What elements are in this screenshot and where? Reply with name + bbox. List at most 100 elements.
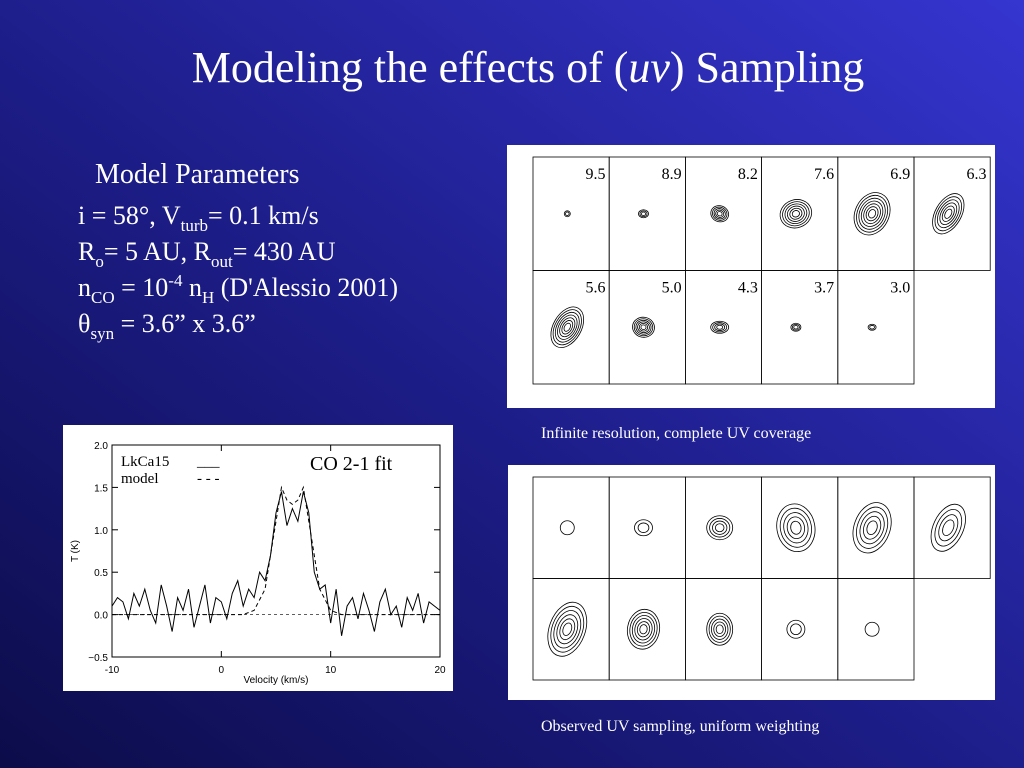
contour <box>782 201 810 227</box>
contour <box>784 203 808 225</box>
panel-label: 7.6 <box>814 166 834 183</box>
contour <box>706 612 734 646</box>
contour <box>712 322 728 333</box>
panel-label: 5.6 <box>585 280 605 297</box>
contour <box>557 314 578 340</box>
contour <box>852 502 892 554</box>
param-part: n <box>78 273 91 302</box>
slide-title: Modeling the effects of (uv) Sampling <box>192 43 864 92</box>
contour <box>562 622 573 636</box>
contour <box>858 197 886 230</box>
contour <box>868 209 877 219</box>
bottom-figure <box>508 465 995 700</box>
contour <box>561 320 574 335</box>
contour <box>790 520 802 535</box>
contour <box>639 624 648 635</box>
contour <box>563 322 571 332</box>
contour <box>629 612 658 647</box>
param-part: = 10 <box>115 273 169 302</box>
param-part: out <box>211 252 233 271</box>
contour <box>939 202 958 225</box>
contour <box>706 515 734 541</box>
contour <box>708 615 731 643</box>
x-axis-label: Velocity (km/s) <box>243 675 308 686</box>
contour <box>783 512 809 544</box>
param-part: = 3.6” x 3.6” <box>114 309 256 338</box>
spectrum: -10 0 10 20 −0.5 0.0 0.5 1.0 1.5 2.0 LkCa15 ___mode… <box>70 441 446 686</box>
contour <box>713 208 726 220</box>
contour <box>552 309 582 346</box>
contour <box>779 507 812 548</box>
contour <box>709 518 731 538</box>
contour <box>637 321 650 334</box>
contour <box>632 316 655 338</box>
y-tick-label: 1.0 <box>94 526 108 537</box>
contour <box>631 615 656 644</box>
contour <box>863 203 881 225</box>
contour <box>710 205 729 223</box>
legend-symbol: - - - <box>197 471 220 487</box>
contour <box>633 318 654 337</box>
top-panels: 9.5 8.9 8.2 7.6 6.9 6.3 5.6 5.0 4.3 3.7 3.0 <box>532 156 991 385</box>
contour <box>716 211 723 217</box>
contour <box>559 520 575 536</box>
panel-label: 5.0 <box>662 280 682 297</box>
y-tick-label: 0.5 <box>94 568 108 579</box>
panel-label: 6.9 <box>890 166 910 183</box>
x-tick-label: 0 <box>219 665 225 676</box>
contour <box>715 624 724 635</box>
plot-frame <box>111 444 441 658</box>
contour <box>789 207 803 220</box>
param-part: syn <box>90 324 114 343</box>
contour <box>860 200 884 227</box>
contour <box>639 210 648 218</box>
y-tick-label: 2.0 <box>94 441 108 452</box>
contour <box>930 503 966 552</box>
param-part: n <box>182 273 202 302</box>
title-part: uv <box>628 43 670 92</box>
legend-symbol: ___ <box>196 454 220 470</box>
param-line: nCO = 10-4 nH (D'Alessio 2001) <box>78 271 398 307</box>
contour <box>711 618 729 640</box>
x-tick-label: 20 <box>434 665 446 676</box>
contour <box>790 322 802 332</box>
bottom-panels <box>532 476 991 681</box>
y-axis-label: T (K) <box>70 540 81 562</box>
contour <box>640 211 647 216</box>
contour <box>865 206 879 222</box>
contour <box>634 519 653 537</box>
contour <box>934 509 963 547</box>
y-tick-label: 1.5 <box>94 483 108 494</box>
param-part: R <box>78 237 96 266</box>
contour <box>856 194 889 233</box>
param-line: θsyn = 3.6” x 3.6” <box>78 309 256 343</box>
x-tick-label: 10 <box>325 665 337 676</box>
contour <box>791 323 800 331</box>
contour <box>550 306 585 348</box>
contour <box>942 519 955 536</box>
params: i = 58°, Vturb= 0.1 km/sRo= 5 AU, Rout= … <box>78 201 398 343</box>
contour <box>712 520 728 535</box>
panel-label: 8.9 <box>662 166 682 183</box>
panel-label: 3.0 <box>890 280 910 297</box>
contour <box>554 311 580 343</box>
param-part: turb <box>181 216 208 235</box>
contour <box>713 621 726 637</box>
params-heading: Model Parameters <box>95 159 300 190</box>
contour <box>640 324 647 330</box>
spectrum-line <box>111 491 441 636</box>
contour <box>867 323 877 331</box>
param-part: -4 <box>168 271 183 290</box>
contour <box>786 516 806 539</box>
contour <box>715 209 725 218</box>
param-line: Ro= 5 AU, Rout= 430 AU <box>78 237 336 271</box>
contour <box>859 511 885 545</box>
param-line: i = 58°, Vturb= 0.1 km/s <box>78 201 319 235</box>
panel-label: 9.5 <box>585 166 605 183</box>
contour <box>791 210 800 218</box>
title-part: ) Sampling <box>670 43 864 92</box>
param-part: = 5 AU, R <box>104 237 212 266</box>
contour <box>559 618 576 641</box>
contour <box>863 515 882 540</box>
contour <box>786 205 805 222</box>
